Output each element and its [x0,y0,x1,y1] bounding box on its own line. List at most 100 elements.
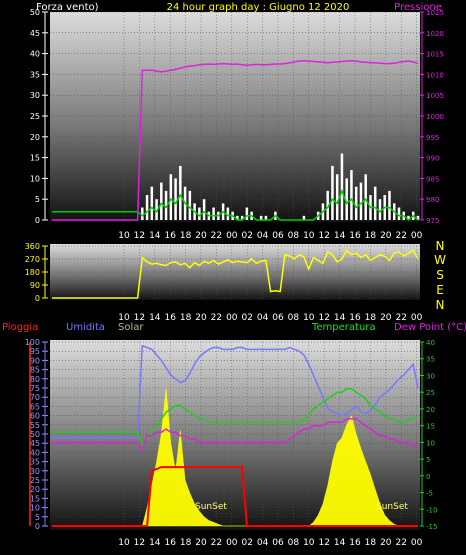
x-tick-label: 02 [241,313,252,323]
dewpoint-label: Dew Point (°C) [394,322,466,333]
x-tick-label: 02 [241,538,252,548]
temperature-line [52,388,419,448]
y-tick-label: 20 [30,485,40,494]
y-tick-label: 55 [30,421,40,430]
y-tick-label: 0 [35,294,40,303]
y-tick-label: 75 [30,384,40,393]
temp-series [52,344,419,527]
x-tick-label: 06 [272,231,284,241]
direction-series [52,249,419,299]
x-tick-label: 04 [257,313,269,323]
y-tick-label: 25 [30,112,40,121]
x-tick-label: 12 [318,538,329,548]
y-tick-label: 985 [426,175,439,183]
wind-pressure-panel [50,12,420,222]
y-tick-label: -5 [426,490,433,498]
x-tick-label: 14 [334,313,346,323]
dir-label-w: W [434,253,446,267]
x-tick-label: 12 [134,538,145,548]
y-tick-label: 40 [426,339,435,347]
direction-panel [50,244,420,300]
x-tick-label: 06 [272,538,284,548]
x-tick-label: 12 [318,231,329,241]
x-tick-label: 16 [349,231,361,241]
x-tick-label: 18 [180,231,192,241]
y-tick-label: 20 [30,133,40,142]
y-tick-label: 5 [426,456,430,464]
y-tick-label: -10 [426,506,437,514]
direction-line [52,249,419,299]
x-tick-label: 22 [211,538,222,548]
x-tick-label: 14 [149,538,161,548]
y-tick-label: 0 [35,522,40,531]
x-tick-label: 12 [134,231,145,241]
y-tick-label: 90 [30,281,40,290]
dir-label-n: N [436,239,445,253]
x-tick-label: 14 [334,231,346,241]
x-tick-label: 00 [411,313,423,323]
x-tick-label: 10 [118,231,130,241]
dewpoint-line [52,418,418,451]
y-tick-label: 990 [426,155,439,163]
x-tick-label: 06 [272,313,284,323]
y-tick-label: 40 [30,50,40,59]
y-tick-label: 5 [35,195,40,204]
x-tick-label: 20 [380,231,392,241]
x-tick-label: 10 [303,538,315,548]
y-tick-label: 1015 [426,51,444,59]
x-tick-label: 10 [118,538,130,548]
y-tick-label: 995 [426,134,439,142]
x-tick-label: 22 [211,313,222,323]
y-tick-label: 15 [426,423,435,431]
rain-line [52,466,418,527]
sunset-annotation-1: SunSet [195,502,227,512]
dir-label-s: S [436,268,444,282]
y-tick-label: 25 [30,476,40,485]
y-tick-label: 270 [25,255,40,264]
x-tick-label: 08 [288,313,300,323]
dir-label-e: E [436,283,444,297]
wind-pressure-series [52,59,420,222]
x-tick-label: 14 [149,313,161,323]
y-tick-label: 5 [35,513,40,522]
x-tick-label: 04 [257,231,269,241]
sunset-annotation-2: SunSet [376,502,408,512]
wind-axes: 0510152025303540455097598098599099510001… [30,8,444,241]
temp-axes: 0510152025303540455055606570758085909510… [25,338,438,548]
pressure-line [52,59,419,221]
x-tick-label: 14 [334,538,346,548]
humidity-line [52,344,419,439]
y-tick-label: 50 [30,8,40,17]
y-tick-label: 95 [30,347,40,356]
x-tick-label: 20 [380,538,392,548]
x-tick-label: 08 [288,231,300,241]
x-tick-label: 00 [411,231,423,241]
y-tick-label: 25 [426,389,435,397]
x-tick-label: 14 [149,231,161,241]
x-tick-label: 18 [180,538,192,548]
x-tick-label: 18 [365,313,377,323]
x-tick-label: 18 [365,231,377,241]
y-tick-label: 85 [30,366,40,375]
x-tick-label: 10 [118,313,130,323]
x-tick-label: 00 [226,231,238,241]
y-tick-label: 60 [30,412,40,421]
x-tick-label: 16 [349,313,361,323]
x-tick-label: 12 [318,313,329,323]
y-tick-label: 10 [426,439,435,447]
x-tick-label: 16 [164,231,176,241]
y-tick-label: 0 [35,216,40,225]
y-tick-label: 1025 [426,9,444,17]
y-tick-label: 30 [30,91,40,100]
y-tick-label: 70 [30,393,40,402]
y-tick-label: 40 [30,448,40,457]
x-tick-label: 00 [411,538,423,548]
y-tick-label: 45 [30,29,40,38]
y-tick-label: 1010 [426,71,444,79]
x-tick-label: 00 [226,313,238,323]
x-tick-label: 04 [257,538,269,548]
y-tick-label: 80 [30,375,40,384]
y-tick-label: 1020 [426,30,444,38]
